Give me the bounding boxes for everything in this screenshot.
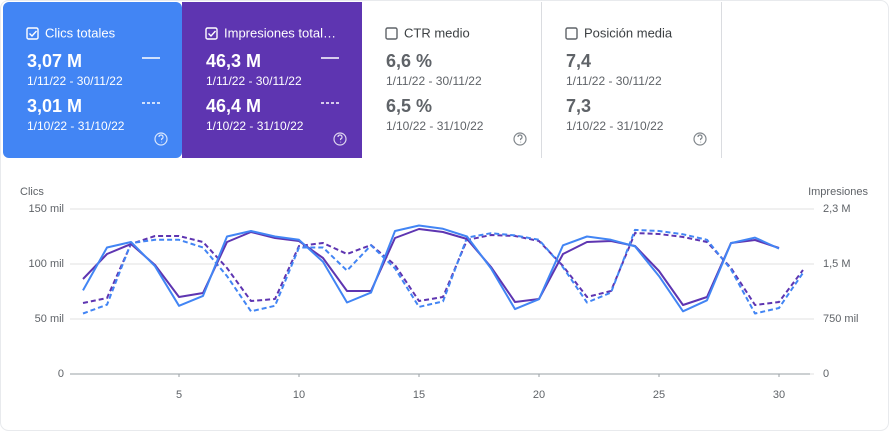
- y2-tick-label: 750 mil: [823, 313, 858, 325]
- metric-value: 46,3 M: [206, 51, 261, 71]
- help-icon: [693, 132, 707, 146]
- card-label: CTR medio: [404, 25, 470, 40]
- x-tick-label: 15: [413, 389, 425, 401]
- checkbox: [385, 27, 398, 40]
- series-line: [82, 224, 780, 313]
- metric-value: 7,4: [566, 51, 591, 71]
- help-glyph: [158, 134, 164, 143]
- help-glyph: [337, 134, 343, 143]
- y2-tick-label: 2,3 M: [823, 203, 851, 215]
- help-icon: [333, 132, 347, 146]
- metric-value: 3,01 M: [27, 96, 82, 116]
- y2-tick-label: 0: [823, 368, 829, 380]
- card-label: Clics totales: [45, 25, 116, 40]
- y2-tick-label: 1,5 M: [823, 258, 851, 270]
- x-tick-label: 20: [533, 389, 545, 401]
- y-tick-label: 50 mil: [35, 313, 64, 325]
- date-range: 1/10/22 - 31/10/22: [386, 119, 484, 133]
- help-glyph: [517, 134, 523, 143]
- metric-value: 46,4 M: [206, 96, 261, 116]
- date-range: 1/11/22 - 30/11/22: [566, 74, 662, 88]
- metric-card[interactable]: Clics totales 3,07 M 1/11/22 - 30/11/22 3,0…: [3, 2, 182, 158]
- checkmark: [208, 30, 217, 38]
- metric-value: 6,5 %: [386, 96, 432, 116]
- help-glyph: [697, 134, 703, 143]
- help-icon: [154, 132, 168, 146]
- date-range: 1/11/22 - 30/11/22: [27, 74, 123, 88]
- y-axis-label: Clics: [20, 186, 44, 198]
- metric-card[interactable]: Impresiones total… 46,3 M 1/11/22 - 30/11/…: [182, 2, 362, 158]
- y-tick-label: 0: [58, 368, 64, 380]
- x-tick-label: 10: [293, 389, 305, 401]
- y2-axis-label: Impresiones: [808, 186, 868, 198]
- checkbox: [26, 27, 39, 40]
- date-range: 1/10/22 - 31/10/22: [206, 119, 304, 133]
- date-range: 1/10/22 - 31/10/22: [27, 119, 125, 133]
- checkbox: [565, 27, 578, 40]
- metric-value: 6,6 %: [386, 51, 432, 71]
- dashed-series-line: [82, 228, 804, 315]
- checkmark: [29, 30, 38, 38]
- help-icon: [513, 132, 527, 146]
- x-tick-label: 30: [773, 389, 785, 401]
- series-line: [82, 228, 780, 306]
- y-tick-label: 100 mil: [29, 258, 64, 270]
- date-range: 1/10/22 - 31/10/22: [566, 119, 664, 133]
- metric-value: 3,07 M: [27, 51, 82, 71]
- y-tick-label: 150 mil: [29, 203, 64, 215]
- date-range: 1/11/22 - 30/11/22: [386, 74, 482, 88]
- card-background: [3, 2, 182, 158]
- card-label: Impresiones total…: [224, 25, 336, 40]
- checkbox: [205, 27, 218, 40]
- date-range: 1/11/22 - 30/11/22: [206, 74, 302, 88]
- card-label: Posición media: [584, 25, 673, 40]
- x-tick-label: 25: [653, 389, 665, 401]
- x-tick-label: 5: [176, 389, 182, 401]
- dashed-series-line: [82, 232, 804, 306]
- metric-value: 7,3: [566, 96, 591, 116]
- metric-card[interactable]: Posición media 7,4 1/11/22 - 30/11/22 7,3 1/…: [542, 2, 722, 158]
- metric-card[interactable]: CTR medio 6,6 % 1/11/22 - 30/11/22 6,5 % 1/1…: [362, 2, 542, 158]
